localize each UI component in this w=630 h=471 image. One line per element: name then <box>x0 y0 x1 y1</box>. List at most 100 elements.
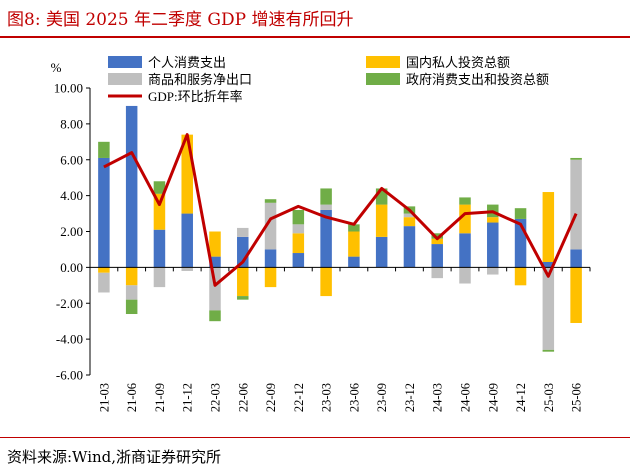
government-bar <box>542 349 555 352</box>
x-tick-label: 24-06 <box>459 383 473 412</box>
legend-item: GDP:环比折年率 <box>108 89 243 104</box>
gdp-line-series <box>103 133 578 287</box>
legend-label: 政府消费支出和投资总额 <box>406 72 549 87</box>
x-tick-label: 21-09 <box>153 383 167 412</box>
legend-swatch <box>108 73 142 85</box>
government-bar <box>348 224 360 232</box>
x-tick-label: 23-06 <box>347 383 361 412</box>
y-tick-label: -4.00 <box>56 332 83 347</box>
government-bar <box>514 208 527 219</box>
investment-bar <box>375 204 388 237</box>
legend-item: 商品和服务净出口 <box>108 72 252 87</box>
government-bar <box>320 188 332 205</box>
y-axis: % 10.00 8.00 6.00 4.00 2.00 0.00 -2.00 -4.00 -6.0… <box>51 60 91 383</box>
y-tick-label: 2.00 <box>60 224 83 239</box>
x-tick-label: 21-06 <box>125 383 139 412</box>
x-tick-label: 23-03 <box>320 383 334 412</box>
investment-bar <box>348 231 360 257</box>
x-tick-label: 22-03 <box>209 383 223 412</box>
investment-bar <box>237 267 249 297</box>
net-exports-bar <box>264 202 277 250</box>
net-exports-bar <box>292 224 305 234</box>
government-bar <box>98 141 110 158</box>
title-divider <box>0 36 630 38</box>
gdp-line <box>103 133 578 287</box>
investment-bar <box>459 204 471 234</box>
stacked-bars <box>98 105 582 352</box>
investment-bar <box>487 217 499 223</box>
net-exports-bar <box>209 267 221 311</box>
consumption-bar <box>125 105 138 268</box>
investment-bar <box>181 134 193 214</box>
consumption-bar <box>264 249 277 268</box>
y-axis-unit-label: % <box>51 60 62 75</box>
consumption-bar <box>514 218 527 268</box>
legend-item: 个人消费支出 <box>108 55 226 70</box>
government-bar <box>209 310 221 322</box>
x-tick-label: 25-06 <box>570 383 584 412</box>
consumption-bar <box>292 253 305 268</box>
x-tick-label: 24-03 <box>431 383 445 412</box>
source-divider <box>0 437 630 438</box>
investment-bar <box>514 267 527 286</box>
government-bar <box>431 233 443 239</box>
government-bar <box>570 157 582 160</box>
y-tick-label: 6.00 <box>60 152 83 167</box>
government-bar <box>237 296 249 300</box>
net-exports-bar <box>487 267 499 275</box>
source-note: 资料来源:Wind,浙商证券研究所 <box>7 448 222 466</box>
net-exports-bar <box>237 227 249 237</box>
government-bar <box>459 197 471 205</box>
consumption-bar <box>459 233 471 268</box>
investment-bar <box>542 192 555 262</box>
net-exports-bar <box>181 267 193 271</box>
x-tick-label: 21-12 <box>181 383 195 412</box>
legend-label: 个人消费支出 <box>148 55 226 70</box>
y-tick-label: -2.00 <box>56 296 83 311</box>
government-bar <box>375 188 388 205</box>
investment-bar <box>403 217 416 227</box>
y-tick-label: -6.00 <box>56 368 83 383</box>
investment-bar <box>264 267 277 288</box>
x-tick-label: 23-12 <box>403 383 417 412</box>
consumption-bar <box>570 249 582 268</box>
legend-swatch <box>366 73 400 85</box>
legend-label: 国内私人投资总额 <box>406 55 510 70</box>
consumption-bar <box>98 157 110 268</box>
y-tick-label: 8.00 <box>60 116 83 131</box>
government-bar <box>153 181 166 194</box>
x-axis: 21-03 21-06 21-09 21-12 22-03 22-06 22-09 22-12… <box>89 266 591 412</box>
legend-label: 商品和服务净出口 <box>148 72 252 87</box>
investment-bar <box>98 267 110 273</box>
x-tick-label: 21-03 <box>97 383 111 412</box>
government-bar <box>292 209 305 225</box>
consumption-bar <box>320 209 332 268</box>
investment-bar <box>125 267 138 286</box>
y-tick-label: 0.00 <box>60 260 83 275</box>
government-bar <box>264 199 277 203</box>
net-exports-bar <box>125 285 138 300</box>
consumption-bar <box>375 236 388 268</box>
x-tick-label: 25-03 <box>542 383 556 412</box>
investment-bar <box>209 231 221 257</box>
legend-swatch <box>366 56 400 68</box>
consumption-bar <box>237 236 249 268</box>
y-tick-label: 4.00 <box>60 188 83 203</box>
net-exports-bar <box>542 267 555 350</box>
investment-bar <box>292 233 305 254</box>
net-exports-bar <box>570 159 582 250</box>
consumption-bar <box>153 229 166 268</box>
consumption-bar <box>348 256 360 268</box>
consumption-bar <box>209 256 221 268</box>
x-tick-label: 24-09 <box>486 383 500 412</box>
consumption-bar <box>542 261 555 268</box>
x-tick-label: 22-12 <box>292 383 306 412</box>
investment-bar <box>570 267 582 323</box>
legend-item: 国内私人投资总额 <box>366 55 510 70</box>
consumption-bar <box>431 244 443 268</box>
x-tick-label: 23-09 <box>375 383 389 412</box>
net-exports-bar <box>431 267 443 279</box>
gdp-contribution-chart: % 10.00 8.00 6.00 4.00 2.00 0.00 -2.00 -4.00 -6.0… <box>51 55 591 412</box>
investment-bar <box>153 193 166 230</box>
